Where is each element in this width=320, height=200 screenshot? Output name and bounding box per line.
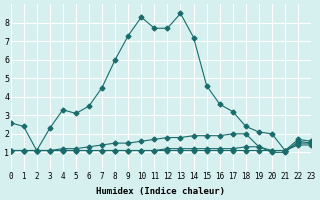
X-axis label: Humidex (Indice chaleur): Humidex (Indice chaleur) <box>96 187 225 196</box>
